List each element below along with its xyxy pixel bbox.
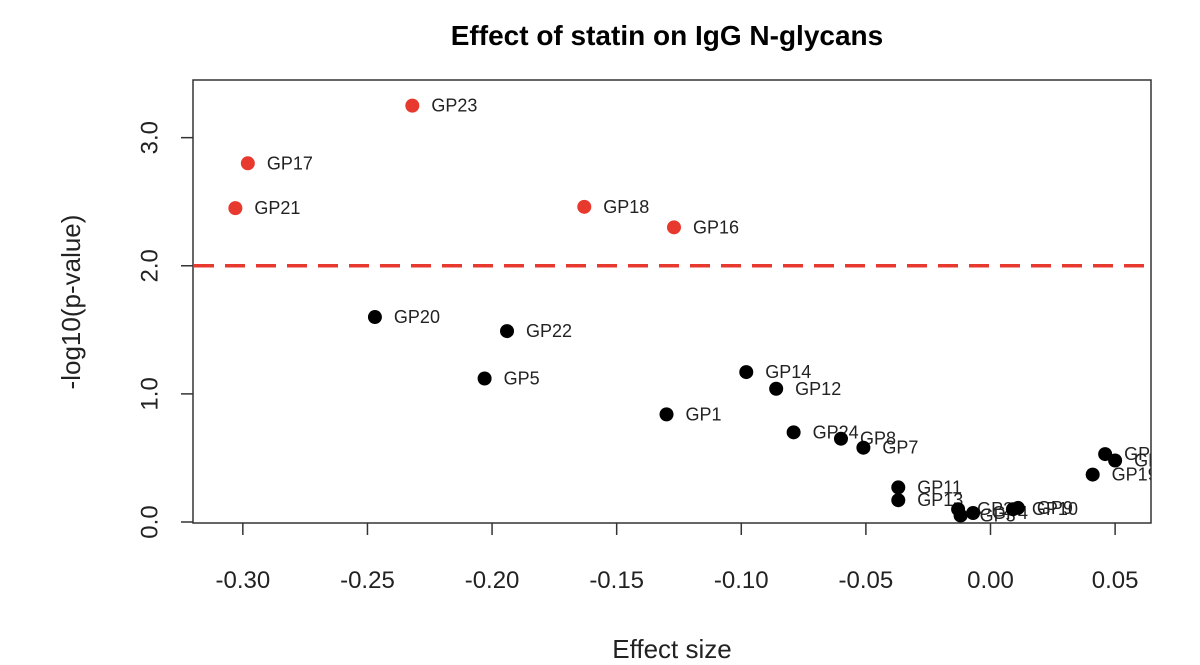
point-label-gp18: GP18 — [603, 197, 649, 217]
x-tick-label: -0.10 — [714, 567, 769, 594]
point-gp14 — [739, 365, 754, 380]
y-tick-label: 2.0 — [137, 249, 164, 282]
point-gp7 — [856, 440, 871, 455]
point-label-gp5: GP5 — [504, 369, 540, 389]
point-gp23 — [405, 98, 420, 113]
point-gp8 — [833, 431, 848, 446]
x-tick-label: 0.05 — [1092, 567, 1139, 594]
point-label-gp6: GP6 — [1124, 444, 1160, 464]
point-label-gp14: GP14 — [765, 362, 811, 382]
x-axis-label: Effect size — [612, 634, 731, 664]
point-label-gp13: GP13 — [917, 490, 963, 510]
point-gp18 — [577, 199, 592, 214]
x-tick-label: -0.15 — [589, 567, 644, 594]
point-gp20 — [367, 310, 382, 325]
point-label-gp20: GP20 — [394, 307, 440, 327]
point-gp9 — [1010, 500, 1025, 515]
point-label-gp19: GP19 — [1112, 465, 1158, 485]
x-tick-label: -0.25 — [340, 567, 395, 594]
y-axis-label: -log10(p-value) — [56, 215, 86, 390]
point-gp17 — [240, 156, 255, 171]
point-gp15 — [1108, 453, 1123, 468]
x-tick-label: 0.00 — [967, 567, 1014, 594]
point-gp6 — [1098, 447, 1113, 462]
plot-frame — [192, 79, 1152, 524]
point-label-gp23: GP23 — [431, 96, 477, 116]
x-tick-label: -0.05 — [839, 567, 894, 594]
point-gp13 — [891, 493, 906, 508]
point-label-gp12: GP12 — [795, 379, 841, 399]
point-gp21 — [228, 201, 243, 216]
point-gp3 — [953, 508, 968, 523]
point-gp11 — [891, 480, 906, 495]
point-gp19 — [1085, 467, 1100, 482]
point-gp24 — [786, 425, 801, 440]
point-label-gp7: GP7 — [882, 438, 918, 458]
y-axis: 0.0 1.0 2.0 3.0 — [137, 121, 193, 539]
point-gp12 — [769, 381, 784, 396]
x-tick-label: -0.20 — [465, 567, 520, 594]
point-gp1 — [659, 407, 674, 422]
x-tick-label: -0.30 — [215, 567, 270, 594]
point-gp4 — [966, 506, 981, 521]
point-gp22 — [500, 324, 515, 339]
point-label-gp16: GP16 — [693, 217, 739, 237]
point-label-gp17: GP17 — [267, 153, 313, 173]
point-label-gp15: GP15 — [1134, 451, 1180, 471]
point-label-gp11: GP11 — [917, 477, 962, 497]
y-tick-label: 3.0 — [137, 121, 164, 154]
x-axis: -0.30 -0.25 -0.20 -0.15 -0.10 -0.05 0.00 0.05 — [215, 523, 1138, 594]
point-gp5 — [477, 371, 492, 386]
chart-title: Effect of statin on IgG N-glycans — [451, 20, 883, 51]
point-label-gp10: GP10 — [1032, 499, 1078, 519]
point-label-gp2: GP2 — [977, 499, 1013, 519]
point-label-gp1: GP1 — [686, 404, 722, 424]
point-label-gp22: GP22 — [526, 321, 572, 341]
point-label-gp9: GP9 — [1037, 498, 1073, 518]
point-label-gp21: GP21 — [254, 198, 300, 218]
point-gp16 — [666, 220, 681, 235]
y-tick-label: 0.0 — [137, 505, 164, 538]
y-tick-label: 1.0 — [137, 377, 164, 410]
